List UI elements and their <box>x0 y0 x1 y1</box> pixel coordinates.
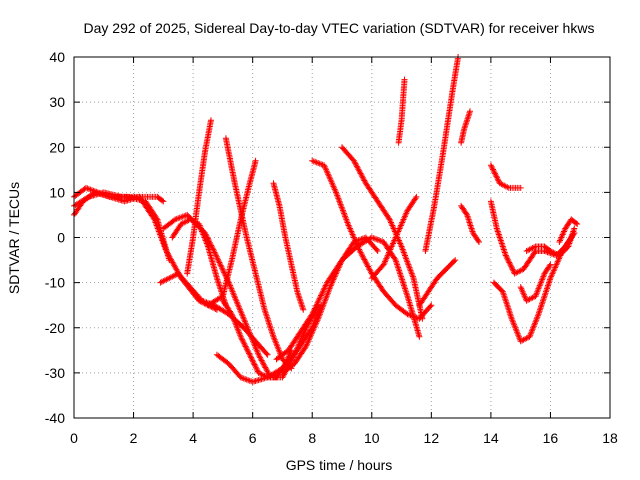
x-tick-label: 4 <box>189 430 197 446</box>
series-arc-19 <box>416 257 459 309</box>
data-point-markers <box>368 193 420 282</box>
y-tick-label: -10 <box>45 275 65 291</box>
x-tick-label: 0 <box>70 430 78 446</box>
series-arc-26 <box>517 261 554 304</box>
x-tick-label: 8 <box>308 430 316 446</box>
series-arc-28 <box>556 216 581 245</box>
data-point-markers <box>556 216 581 245</box>
chart-title: Day 292 of 2025, Sidereal Day-to-day VTE… <box>84 20 595 36</box>
x-tick-label: 18 <box>602 430 618 446</box>
series-arc-17 <box>368 193 420 282</box>
data-point-markers <box>309 157 435 322</box>
series-arc-15 <box>309 157 435 322</box>
data-point-markers <box>487 162 524 191</box>
series-arc-27 <box>523 225 578 259</box>
y-tick-label: -40 <box>45 410 65 426</box>
data-point-markers <box>416 257 459 309</box>
data-point-markers <box>395 76 408 146</box>
series-arc-23 <box>487 162 524 191</box>
series-arc-18 <box>395 76 408 146</box>
y-tick-label: -20 <box>45 320 65 336</box>
series-arc-9 <box>205 157 259 309</box>
y-tick-label: 30 <box>49 94 65 110</box>
x-tick-label: 2 <box>130 430 138 446</box>
y-tick-label: 0 <box>57 230 65 246</box>
axis-ticks <box>73 56 611 419</box>
y-axis-label: SDTVAR / TECUs <box>6 182 22 294</box>
data-point-markers <box>458 202 482 245</box>
x-tick-labels: 0 2 4 6 8 10 12 14 16 18 <box>70 430 618 446</box>
x-tick-label: 10 <box>364 430 380 446</box>
data-point-markers <box>279 234 381 376</box>
x-tick-label: 12 <box>424 430 440 446</box>
series-arc-7 <box>184 117 214 277</box>
x-tick-label: 6 <box>249 430 257 446</box>
y-tick-labels: -40 -30 -20 -10 0 10 20 30 40 <box>45 49 65 426</box>
data-marks <box>71 54 581 385</box>
data-point-markers <box>523 225 578 259</box>
y-tick-label: 40 <box>49 49 65 65</box>
data-point-markers <box>422 54 462 254</box>
series-arc-14 <box>279 234 381 376</box>
series-arc-21 <box>458 108 473 146</box>
x-axis-label: GPS time / hours <box>286 457 393 473</box>
series-arc-12 <box>270 180 307 313</box>
x-tick-label: 14 <box>483 430 499 446</box>
y-tick-label: 10 <box>49 184 65 200</box>
series-arc-20 <box>422 54 462 254</box>
data-point-markers <box>458 108 473 146</box>
series-arc-22 <box>458 202 482 245</box>
y-tick-label: 20 <box>49 139 65 155</box>
data-point-markers <box>517 261 554 304</box>
data-point-markers <box>205 157 259 309</box>
y-tick-label: -30 <box>45 365 65 381</box>
grid <box>74 57 610 418</box>
data-point-markers <box>184 117 214 277</box>
x-tick-label: 16 <box>543 430 559 446</box>
data-point-markers <box>270 180 307 313</box>
